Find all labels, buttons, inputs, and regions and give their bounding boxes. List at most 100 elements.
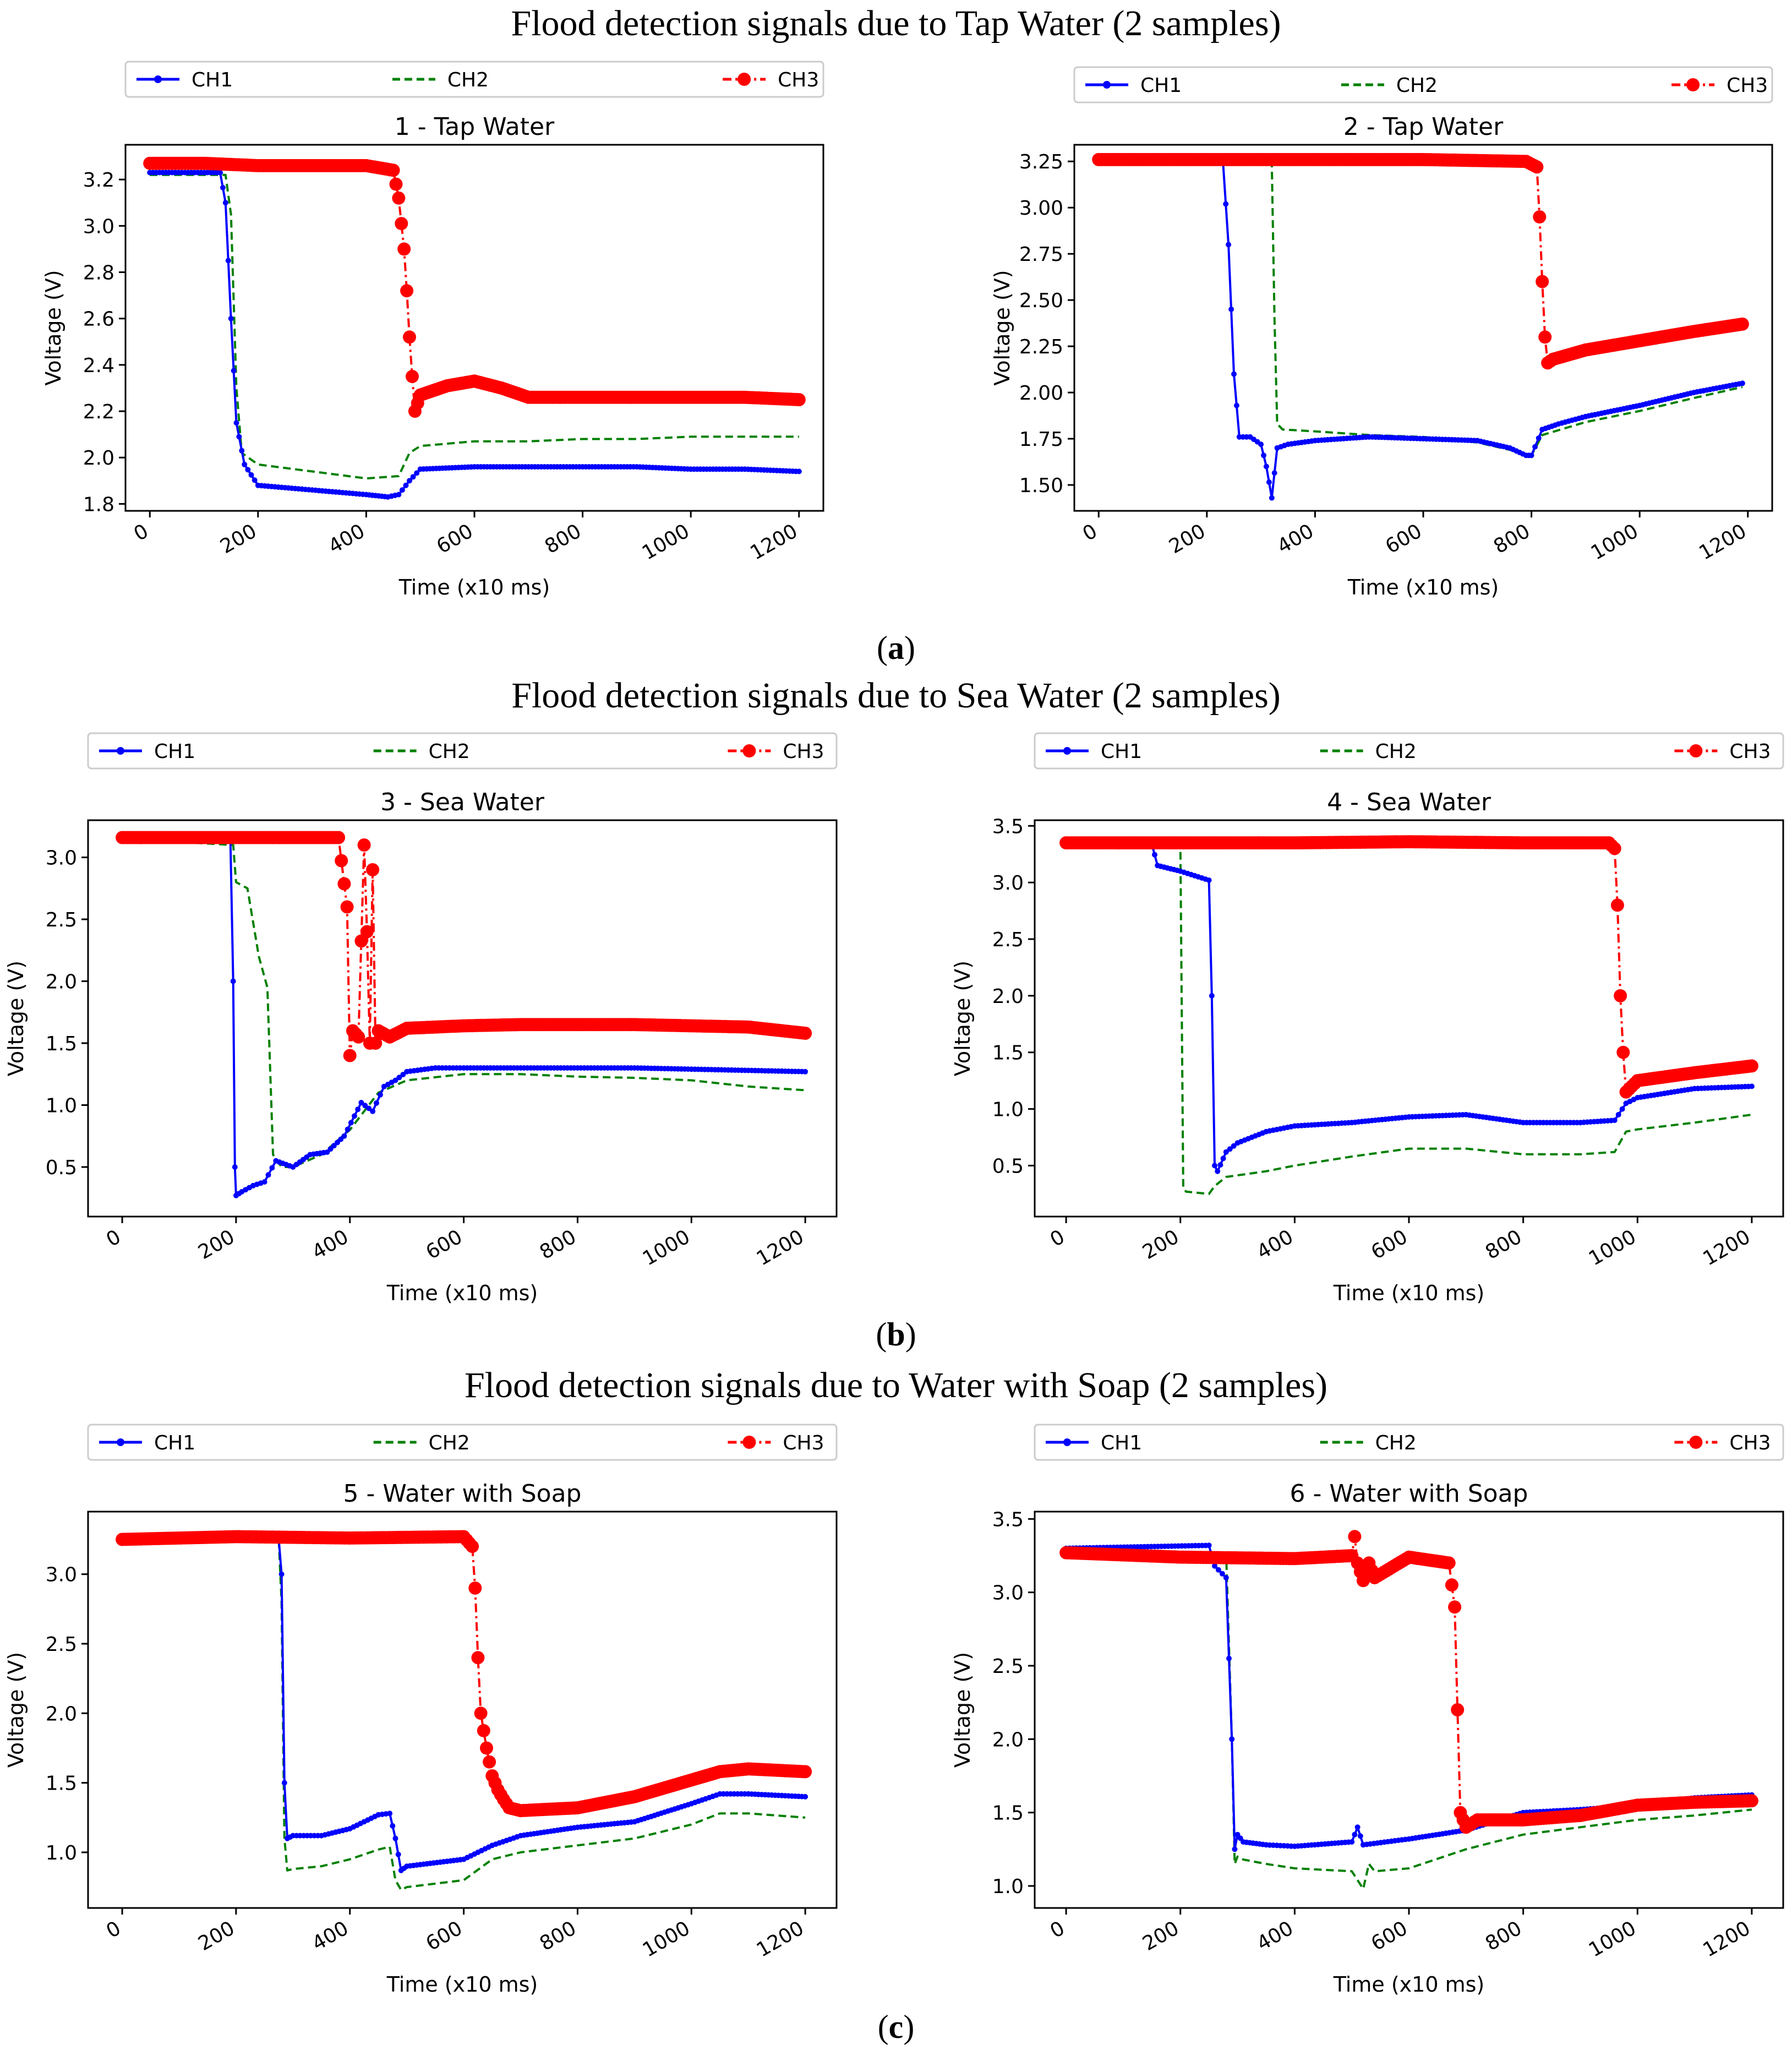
legend: CH1 CH2 CH3 [1073,66,1773,103]
series-point-ch3 [1614,989,1627,1002]
legend-label-ch3: CH3 [1729,1432,1771,1454]
chart-title: 1 - Tap Water [395,113,555,141]
y-tick-label: 1.8 [83,493,114,516]
legend: CH1 CH2 CH3 [87,732,838,770]
y-tick-label: 2.8 [83,261,114,284]
y-tick-label: 3.5 [992,815,1024,838]
series-point-ch1 [1231,371,1237,377]
y-tick-label: 2.25 [1019,336,1063,358]
x-tick-label: 1200 [1695,520,1750,564]
series-line-ch3 [1066,1535,1752,1829]
series-point-ch1 [278,1571,285,1577]
x-tick-label: 800 [1490,520,1534,558]
x-tick-label: 800 [1482,1225,1526,1264]
legend-label-ch2: CH2 [447,69,489,91]
plot-area [1059,1530,1758,1890]
x-axis-label: Time (x10 ms) [398,575,550,599]
series-point-ch1 [1269,495,1275,501]
y-tick-label: 1.5 [46,1033,77,1055]
x-tick-label: 200 [1139,1917,1183,1955]
series-point-ch3 [799,1765,812,1779]
series-point-ch1 [1739,380,1745,386]
x-tick-label: 200 [194,1225,238,1264]
series-point-ch3 [357,838,371,852]
series-point-ch1 [362,1103,368,1109]
series-point-ch1 [1536,435,1542,441]
chart-panel-1: CH1 CH2 CH3 1 - Tap Water 0 200 400 600 800 1000 1… [41,61,824,599]
x-tick-label: 400 [1274,520,1318,558]
y-tick-label: 3.0 [992,1582,1024,1605]
y-tick-label: 3.0 [992,872,1024,895]
series-point-ch1 [392,1835,398,1841]
legend-marker-ch1 [1103,81,1111,89]
series-point-ch3 [332,831,346,844]
series-point-ch3 [400,284,414,298]
series-point-ch1 [396,492,402,498]
series-point-ch3 [471,1651,485,1665]
legend-frame [87,732,838,770]
series-point-ch3 [1445,1578,1458,1592]
series-point-ch3 [366,863,380,876]
x-axis-label: Time (x10 ms) [1347,575,1499,599]
series-point-ch1 [392,1077,398,1083]
series-point-ch3 [477,1724,490,1737]
x-axis-label: Time (x10 ms) [386,1281,538,1305]
series-point-ch1 [348,1120,354,1126]
x-tick-label: 1200 [753,1225,808,1270]
series-line-ch3 [122,1535,806,1812]
x-tick-label: 1000 [1587,520,1642,564]
y-tick-label: 2.50 [1019,290,1063,312]
series-point-ch3 [1533,210,1547,223]
legend-marker-ch3 [1686,78,1700,91]
x-tick-label: 400 [308,1917,352,1955]
series-point-ch1 [1349,1839,1355,1845]
series-point-ch1 [1233,402,1239,408]
series-point-ch1 [407,478,412,484]
legend-frame [1034,1424,1784,1461]
series-point-ch1 [232,1164,238,1170]
plot-area [116,1530,812,1891]
series-point-ch3 [335,854,348,868]
x-tick-label: 1000 [639,1917,694,1961]
chart-panel-5: CH1 CH2 CH3 5 - Water with Soap 0 200 400 600 80… [4,1424,838,1997]
series-point-ch1 [414,470,420,476]
series-point-ch3 [474,1706,488,1720]
axes-frame [1034,1511,1784,1909]
legend-label-ch1: CH1 [192,69,233,91]
series-point-ch1 [352,1113,357,1119]
series-point-ch1 [1226,1655,1232,1661]
series-point-ch1 [1232,1846,1238,1852]
x-tick-label: 0 [130,520,152,546]
series-line-ch3 [150,162,799,412]
series-point-ch1 [1152,852,1157,858]
x-tick-label: 1000 [1585,1917,1640,1961]
chart-panel-4: CH1 CH2 CH3 4 - Sea Water 0 200 400 600 800 1000 1… [950,732,1784,1305]
legend-label-ch1: CH1 [154,740,195,763]
series-point-ch3 [369,1037,383,1050]
series-point-ch1 [395,1851,401,1857]
series-point-ch3 [343,1049,357,1062]
legend-label-ch3: CH3 [1727,74,1768,97]
series-line-ch2 [122,1538,806,1891]
series-line-ch2 [1099,162,1743,457]
y-tick-label: 0.5 [46,1157,77,1179]
series-line-ch2 [150,173,799,480]
series-markers-ch1 [119,1536,808,1873]
series-point-ch1 [1206,877,1212,883]
series-point-ch3 [340,900,354,914]
series-point-ch1 [1749,1083,1755,1089]
series-point-ch1 [802,1068,808,1075]
legend-marker-ch3 [742,744,756,757]
row-a-title: Flood detection signals due to Tap Water… [511,3,1281,43]
series-point-ch1 [1231,1143,1237,1149]
series-point-ch1 [374,1100,379,1106]
series-markers-ch3 [116,831,812,1062]
x-tick-label: 800 [1482,1917,1526,1955]
x-axis-label: Time (x10 ms) [1333,1281,1484,1305]
legend-label-ch2: CH2 [1375,1432,1417,1454]
x-tick-label: 1000 [638,520,693,564]
series-point-ch1 [265,1172,271,1178]
legend-label-ch3: CH3 [778,69,819,91]
x-tick-label: 0 [1046,1917,1068,1943]
chart-title: 3 - Sea Water [380,788,545,816]
